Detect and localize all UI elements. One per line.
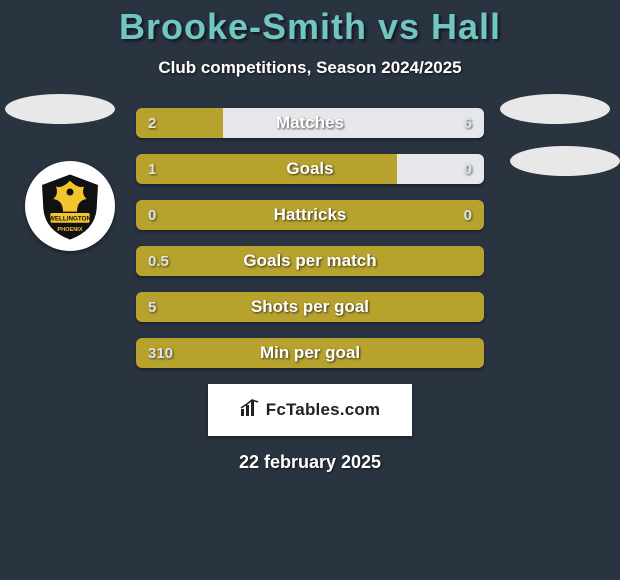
stat-bars: 26Matches 10Goals 00Hattricks 0.5Goals per … <box>136 108 484 368</box>
stat-row-mpg: 310Min per goal <box>136 338 484 368</box>
stat-label: Shots per goal <box>136 292 484 322</box>
date-text: 22 february 2025 <box>0 452 620 473</box>
stat-row-hattricks: 00Hattricks <box>136 200 484 230</box>
stat-row-spg: 5Shots per goal <box>136 292 484 322</box>
stats-area: WELLINGTON PHOENIX 26Matches 10Goals 00Hat… <box>0 108 620 473</box>
subtitle: Club competitions, Season 2024/2025 <box>0 58 620 78</box>
brand-text: FcTables.com <box>266 400 381 420</box>
stat-label: Goals <box>136 154 484 184</box>
player-oval-right-1 <box>500 94 610 124</box>
player-oval-left <box>5 94 115 124</box>
stat-label: Min per goal <box>136 338 484 368</box>
wellington-phoenix-crest-icon: WELLINGTON PHOENIX <box>35 171 105 241</box>
svg-text:PHOENIX: PHOENIX <box>57 227 82 233</box>
stat-label: Goals per match <box>136 246 484 276</box>
stat-row-gpm: 0.5Goals per match <box>136 246 484 276</box>
chart-icon <box>240 399 260 422</box>
stat-row-matches: 26Matches <box>136 108 484 138</box>
stat-label: Hattricks <box>136 200 484 230</box>
stat-row-goals: 10Goals <box>136 154 484 184</box>
comparison-card: Brooke-Smith vs Hall Club competitions, … <box>0 0 620 580</box>
club-badge-left: WELLINGTON PHOENIX <box>25 161 115 251</box>
stat-label: Matches <box>136 108 484 138</box>
brand-badge[interactable]: FcTables.com <box>208 384 412 436</box>
svg-text:WELLINGTON: WELLINGTON <box>49 216 92 223</box>
player-oval-right-2 <box>510 146 620 176</box>
page-title: Brooke-Smith vs Hall <box>0 6 620 48</box>
